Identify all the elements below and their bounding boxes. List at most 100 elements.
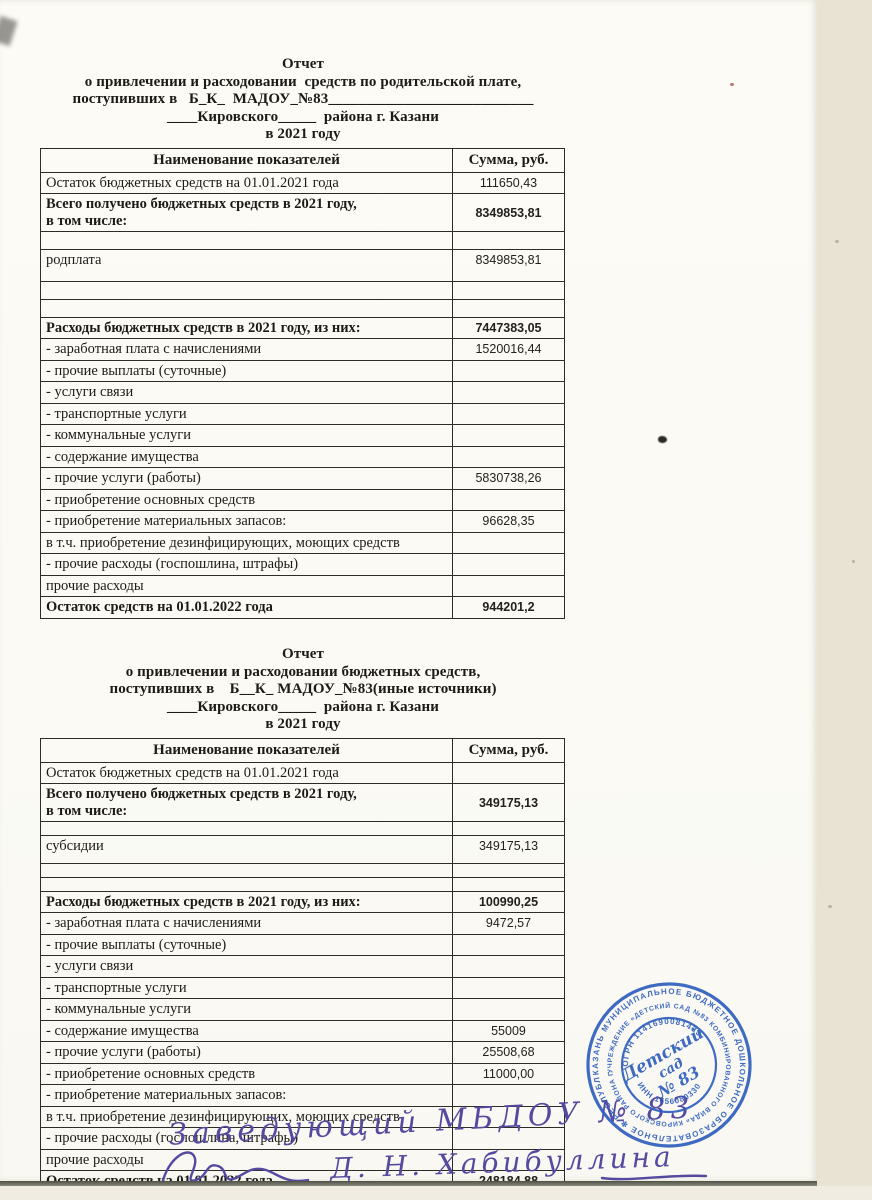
table-row: - прочие расходы (госпошлина, штрафы) [40,1127,565,1150]
amount-cell [452,933,565,956]
amount-cell [452,1148,565,1171]
indicator-name-cell: - заработная плата с начислениями [40,912,453,935]
amount-cell [452,298,565,318]
amount-cell [452,488,565,511]
amount-cell [452,424,565,447]
amount-cell: 96628,35 [452,510,565,533]
signature-tail-stroke [600,1174,708,1181]
amount-cell [452,574,565,597]
table-header-row: Наименование показателей Сумма, руб. [40,147,565,173]
indicator-name-cell: - прочие услуги (работы) [40,1041,453,1064]
indicator-name-cell [40,862,453,878]
scan-artifact-ink-blot [658,436,667,443]
report1-title-line-5: в 2021 году [265,126,341,142]
amount-cell [452,359,565,382]
scan-artifact-corner [0,15,18,47]
report1-title-line-2: о привлечении и расходовании средств по … [84,73,522,90]
table-row [40,876,565,892]
amount-cell [452,998,565,1021]
scan-artifact-speck [828,905,832,908]
indicator-name-cell: субсидии [40,835,453,864]
amount-cell [452,1105,565,1128]
table-row: Всего получено бюджетных средств в 2021 … [40,193,565,232]
scan-artifact-speck [852,560,855,563]
amount-cell [452,1084,565,1107]
indicator-name-cell: Остаток средств на 01.01.2022 года [40,596,453,619]
table-row: в т.ч. приобретение дезинфицирующих, мою… [40,531,565,554]
report-budget-funds: Отчет о привлечении и расходовании бюдже… [40,646,566,1193]
indicator-name-cell: Всего получено бюджетных средств в 2021 … [40,193,453,232]
indicator-name-cell: Расходы бюджетных средств в 2021 году, и… [40,316,453,339]
report2-title-line-1: Отчет [281,646,325,662]
amount-cell [452,280,565,300]
amount-cell [452,231,565,250]
table-row: - приобретение материальных запасов: [40,1084,565,1107]
table-row: - заработная плата с начислениями 9472,57 [40,912,565,935]
indicator-name-cell: - коммунальные услуги [40,424,453,447]
indicator-name-cell: - содержание имущества [40,445,453,468]
amount-cell [452,553,565,576]
table-row: Всего получено бюджетных средств в 2021 … [40,783,565,822]
amount-cell: 5830738,26 [452,467,565,490]
indicator-name-cell [40,231,453,250]
table-row [40,280,565,300]
amount-cell [452,381,565,404]
amount-cell: 1520016,44 [452,338,565,361]
indicator-name-cell: родплата [40,249,453,282]
indicator-name-cell: - прочие расходы (госпошлина, штрафы) [40,553,453,576]
col-header-indicator: Наименование показателей [40,737,453,763]
report2-title-line-5: в 2021 году [265,716,341,732]
table-row: - приобретение основных средств 11000,00 [40,1062,565,1085]
amount-cell [452,862,565,878]
indicator-name-cell: в т.ч. приобретение дезинфицирующих, мою… [40,531,453,554]
indicator-name-cell: - услуги связи [40,955,453,978]
table-row: - приобретение основных средств [40,488,565,511]
indicator-name-cell: - прочие расходы (госпошлина, штрафы) [40,1127,453,1150]
table-row: прочие расходы [40,1148,565,1171]
table-row: Остаток средств на 01.01.2022 года 944201… [40,596,565,619]
indicator-name-cell: - приобретение основных средств [40,488,453,511]
table-row: - содержание имущества [40,445,565,468]
amount-cell: 100990,25 [452,890,565,913]
report1-title-line-1: Отчет [281,56,325,72]
amount-cell: 7447383,05 [452,316,565,339]
indicator-name-cell [40,298,453,318]
indicator-name-cell [40,876,453,892]
stamp-inner-circle [620,1016,718,1114]
table-row: - прочие услуги (работы) 5830738,26 [40,467,565,490]
report2-title-line-4: ____Кировского_____ района г. Казани [166,698,439,715]
scan-artifact-speck [835,240,839,243]
table-row: - прочие услуги (работы) 25508,68 [40,1041,565,1064]
table-row: Остаток бюджетных средств на 01.01.2021 … [40,761,565,784]
indicator-name-cell: в т.ч. приобретение дезинфицирующих, мою… [40,1105,453,1128]
amount-cell: 55009 [452,1019,565,1042]
indicator-name-cell: - прочие выплаты (суточные) [40,933,453,956]
table-row: в т.ч. приобретение дезинфицирующих, мою… [40,1105,565,1128]
amount-cell: 944201,2 [452,596,565,619]
indicator-name-cell: - прочие выплаты (суточные) [40,359,453,382]
signature-scribble [160,1151,310,1186]
table-row [40,862,565,878]
table-row: - прочие выплаты (суточные) [40,933,565,956]
table-header-row: Наименование показателей Сумма, руб. [40,737,565,763]
col-header-amount: Сумма, руб. [452,737,565,763]
amount-cell: 11000,00 [452,1062,565,1085]
table-row: родплата 8349853,81 [40,249,565,282]
indicator-name-cell: Остаток бюджетных средств на 01.01.2021 … [40,761,453,784]
amount-cell: 8349853,81 [452,249,565,282]
amount-cell [452,1127,565,1150]
col-header-indicator: Наименование показателей [40,147,453,173]
table-row: - транспортные услуги [40,976,565,999]
indicator-name-cell: - приобретение основных средств [40,1062,453,1085]
indicator-name-cell [40,280,453,300]
amount-cell [452,531,565,554]
table-row: - прочие расходы (госпошлина, штрафы) [40,553,565,576]
stamp-outer-circle [586,982,752,1148]
amount-cell [452,821,565,836]
amount-cell [452,876,565,892]
amount-cell [452,402,565,425]
table-row [40,821,565,836]
amount-cell: 349175,13 [452,783,565,822]
scanned-page: Отчет о привлечении и расходовании средс… [0,0,817,1193]
indicator-name-cell [40,821,453,836]
